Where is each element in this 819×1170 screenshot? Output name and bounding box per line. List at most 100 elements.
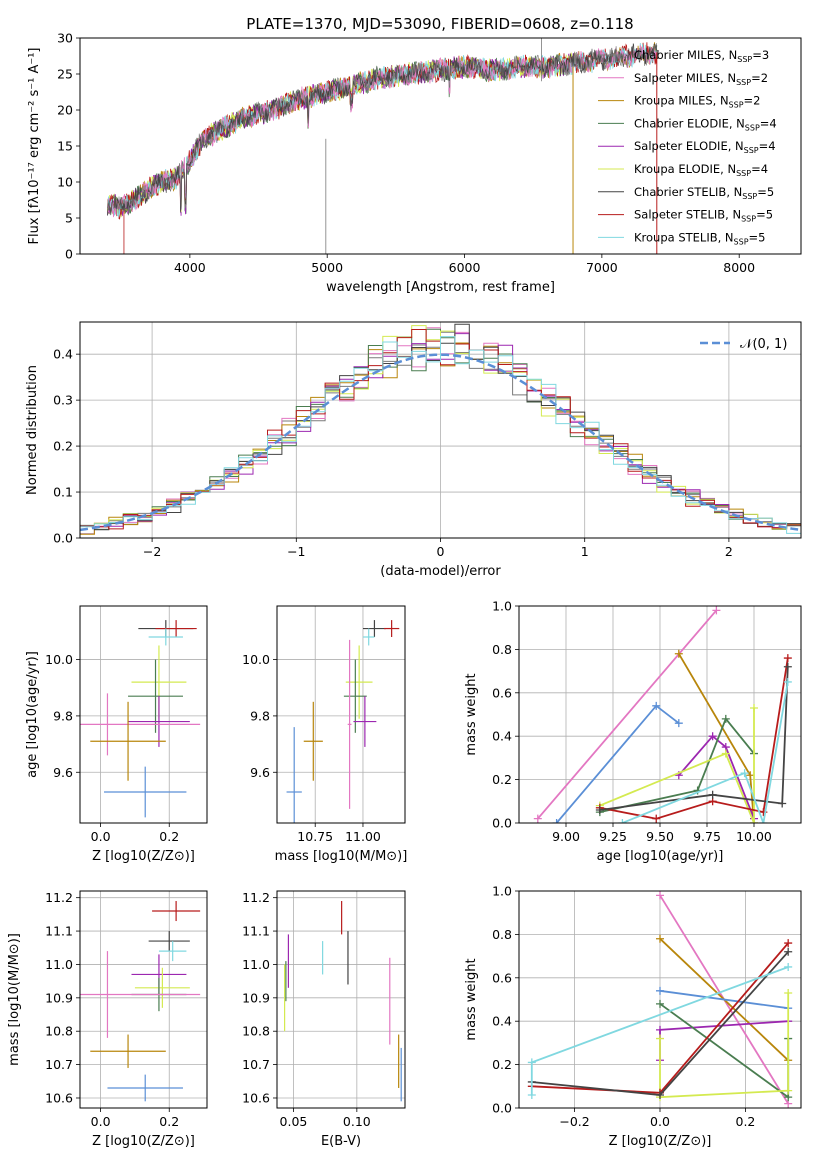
x-axis-label: wavelength [Angstrom, rest frame] [326, 280, 555, 295]
weight-marker [784, 947, 793, 956]
y-tick-label: 10.7 [242, 1057, 270, 1072]
legend-entry: Kroupa ELODIE, NSSP=4 [634, 162, 768, 178]
y-tick-label: 0.2 [53, 439, 73, 454]
weight-marker [656, 1090, 664, 1099]
weight-marker [721, 714, 730, 723]
weight-marker [746, 771, 755, 780]
legend-entry: Chabrier MILES, NSSP=3 [634, 48, 769, 64]
x-axis-label: age [log10(age/yr)] [597, 849, 724, 864]
weight-marker [783, 662, 792, 671]
y-tick-label: 10.8 [45, 1024, 73, 1039]
y-axis-label: Normed distribution [25, 365, 40, 495]
mass-vs-extinction-panel: 0.05 0.10 10.6 10.7 10.8 10.9 11.0 11.1 11.2 E(B-… [242, 890, 406, 1149]
legend-entry: 𝒩(0, 1) [740, 337, 787, 352]
mass-vs-metallicity-panel: 0.0 0.2 10.6 10.7 10.8 10.9 11.0 11.1 11.2 Z [log… [7, 890, 208, 1149]
plot-area [80, 620, 201, 818]
x-tick-label: −0.2 [559, 1114, 589, 1129]
y-axis-label: mass [log10(M/M⊙)] [7, 933, 22, 1066]
weight-marker [784, 1086, 793, 1095]
plot-area [80, 323, 801, 535]
figure-title: PLATE=1370, MJD=53090, FIBERID=0608, z=0… [246, 15, 633, 33]
y-tick-label: 0.1 [53, 485, 73, 500]
x-tick-label: 4000 [174, 260, 206, 275]
weight-marker [656, 891, 664, 900]
y-tick-label: 0.0 [492, 1101, 512, 1116]
x-tick-label: 11.00 [345, 829, 381, 844]
x-tick-label: 6000 [449, 260, 481, 275]
y-axis-label: mass weight [464, 673, 479, 755]
x-tick-label: 0.0 [650, 1114, 670, 1129]
y-tick-label: 10.8 [242, 1024, 270, 1039]
weight-marker [656, 1034, 664, 1043]
x-tick-label: 0.0 [91, 1114, 111, 1129]
y-tick-label: 10.0 [45, 652, 73, 667]
plot-area [533, 606, 792, 823]
x-tick-label: 9.00 [552, 829, 580, 844]
y-tick-label: 0.6 [492, 685, 512, 700]
axes-frame [79, 321, 802, 539]
age-vs-metallicity-panel: 0.0 0.2 9.6 9.8 10.0 Z [log10(Z/Z⊙)] age [log1… [25, 605, 208, 864]
x-axis-label: Z [log10(Z/Z⊙)] [609, 1134, 712, 1149]
y-tick-label: 11.1 [45, 924, 73, 939]
weight-marker [674, 719, 683, 728]
y-axis-label: age [log10(age/yr)] [25, 651, 40, 778]
y-tick-label: 20 [57, 103, 73, 118]
weight-marker [759, 819, 768, 823]
weight-marker [784, 962, 793, 971]
y-tick-label: 11.0 [45, 957, 73, 972]
age-vs-mass-panel: 10.75 11.00 9.6 9.8 10.0 mass [log10(M/M⊙)] [242, 605, 408, 864]
x-axis-label: E(B-V) [321, 1134, 361, 1149]
x-axis-label: mass [log10(M/M⊙)] [275, 849, 408, 864]
x-tick-label: 8000 [723, 260, 755, 275]
weight-marker [527, 1058, 536, 1067]
weight-marker [595, 805, 604, 814]
weight-marker [708, 732, 717, 741]
x-tick-label: 9.75 [693, 829, 721, 844]
weight-line [599, 717, 755, 813]
plot-area [527, 891, 793, 1108]
weight-line [659, 993, 790, 1099]
spectrum-line-chabrier-stelib [107, 43, 658, 216]
y-tick-label: 10.6 [45, 1090, 73, 1105]
histogram-kroupa-stelib [80, 336, 801, 534]
weight-marker [533, 814, 542, 823]
spectrum-panel: 4000 5000 6000 7000 8000 0 5 10 15 20 25 30 waveleng… [27, 31, 802, 295]
y-tick-label: 15 [57, 139, 73, 154]
residuals-panel: −2 −1 0 1 2 0.0 0.1 0.2 0.3 0.4 (data-model)/error… [25, 321, 802, 579]
weight-line [659, 989, 789, 1010]
plot-area [286, 620, 400, 823]
axes-frame [276, 605, 406, 824]
legend-entry: Kroupa STELIB, NSSP=5 [634, 230, 765, 246]
x-tick-label: 0.10 [343, 1114, 371, 1129]
x-tick-label: 0.2 [159, 829, 179, 844]
weight-marker [656, 999, 664, 1008]
y-tick-label: 1.0 [492, 599, 512, 614]
y-tick-label: 10 [57, 175, 73, 190]
weight-line [537, 609, 718, 820]
weight-line [599, 708, 755, 823]
weight-marker [527, 1090, 536, 1099]
y-tick-label: 25 [57, 67, 73, 82]
y-tick-label: 30 [57, 31, 73, 46]
axes-frame [518, 890, 802, 1109]
x-tick-label: 7000 [586, 260, 618, 275]
y-tick-label: 9.8 [53, 708, 73, 723]
y-tick-label: 1.0 [492, 884, 512, 899]
mass-weight-vs-metallicity-panel: −0.2 0.0 0.2 0.0 0.2 0.4 0.6 0.8 1.0 Z [log10(Z/Z… [464, 884, 802, 1149]
y-tick-label: 0.0 [53, 531, 73, 546]
y-axis-label: mass weight [464, 958, 479, 1040]
weight-marker [618, 819, 627, 823]
x-tick-label: 0.05 [280, 1114, 308, 1129]
spectrum-line-kroupa-miles [107, 42, 658, 215]
weight-marker [750, 819, 758, 823]
x-tick-label: 5000 [311, 260, 343, 275]
y-tick-label: 0.2 [492, 1057, 512, 1072]
axes-frame [79, 605, 208, 824]
weight-line [555, 704, 680, 823]
y-tick-label: 0.4 [492, 729, 512, 744]
x-tick-label: 9.25 [599, 829, 627, 844]
y-tick-label: 10.0 [242, 652, 270, 667]
weight-marker [656, 986, 664, 995]
x-tick-label: 9.50 [646, 829, 674, 844]
